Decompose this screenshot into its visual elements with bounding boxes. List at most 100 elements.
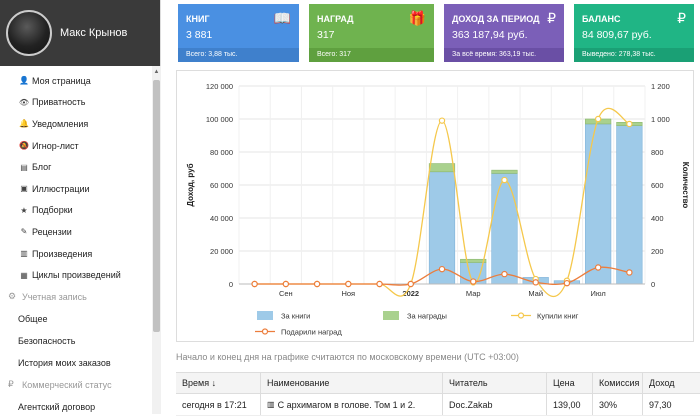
- series-point[interactable]: [251, 280, 258, 288]
- series-point[interactable]: [345, 280, 352, 288]
- sidebar-item-label: Игнор-лист: [32, 140, 79, 151]
- bar-books[interactable]: [585, 123, 612, 285]
- x-tick-label: Ноя: [341, 289, 355, 298]
- y2-tick-label: 200: [651, 247, 664, 256]
- table-cell[interactable]: Doc.Zakab: [442, 394, 546, 415]
- y2-tick-label: 1 000: [651, 115, 670, 124]
- y-tick-label: 120 000: [206, 82, 233, 91]
- y-tick-label: 20 000: [210, 247, 233, 256]
- sidebar-item-blog[interactable]: ▤ Блог: [0, 156, 152, 178]
- legend-label[interactable]: За книги: [281, 312, 310, 321]
- column-header[interactable]: Доход: [642, 373, 700, 393]
- column-header[interactable]: Наименование: [260, 373, 442, 393]
- series-point[interactable]: [563, 279, 571, 287]
- star-icon: ★: [20, 205, 28, 215]
- stat-card[interactable]: Доход за период 363 187,94 руб. ₽ За всё вр…: [444, 4, 564, 62]
- sidebar-subitem[interactable]: Безопасность: [18, 335, 76, 346]
- bar-books[interactable]: [616, 125, 643, 285]
- profile-name[interactable]: Макс Крынов: [60, 27, 128, 39]
- stat-card[interactable]: Наград 317 🎁 Всего: 317: [309, 4, 434, 62]
- scroll-up-arrow-icon[interactable]: ▲: [153, 69, 160, 75]
- cell-text: 30%: [599, 399, 618, 410]
- sidebar-subitem[interactable]: История моих заказов: [18, 357, 111, 368]
- card-value: 317: [317, 29, 335, 41]
- card-title: Баланс: [582, 14, 621, 24]
- sidebar-item-eye[interactable]: 👁 Приватность: [0, 92, 152, 114]
- column-header[interactable]: Комиссия: [592, 373, 642, 393]
- stat-card[interactable]: Баланс 84 809,67 руб. ₽ Выведено: 278,38 ты…: [574, 4, 694, 62]
- series-point[interactable]: [407, 280, 414, 288]
- y-tick-label: 60 000: [210, 181, 233, 190]
- series-point[interactable]: [376, 280, 383, 288]
- series-point[interactable]: [626, 269, 633, 276]
- series-point[interactable]: [438, 265, 446, 273]
- bar-awards[interactable]: [428, 163, 456, 173]
- sidebar-item-star[interactable]: ★ Подборки: [0, 200, 152, 222]
- avatar[interactable]: [6, 10, 52, 56]
- stat-cards: Книг 3 881 📖 Всего: 3,88 тыс. Наград 317 🎁 Всег…: [178, 4, 700, 62]
- cell-text: 139,00: [553, 399, 581, 410]
- sidebar-item-label: Уведомления: [32, 118, 89, 129]
- series-point[interactable]: [501, 176, 508, 184]
- image-icon: ▣: [20, 184, 28, 194]
- books-icon: ▦: [20, 270, 28, 280]
- legend-swatch: [257, 311, 273, 320]
- series-point[interactable]: [532, 279, 539, 286]
- series-point[interactable]: [594, 264, 602, 271]
- card-title: Книг: [186, 14, 210, 24]
- column-header[interactable]: Время ↓: [182, 378, 217, 388]
- y-tick-label: 0: [229, 280, 233, 289]
- legend-label[interactable]: Купили книг: [537, 312, 579, 321]
- legend-label[interactable]: Подарили наград: [281, 328, 342, 337]
- column-header[interactable]: Цена: [546, 373, 592, 393]
- series-point[interactable]: [282, 280, 290, 288]
- ruble-icon: ₽: [677, 10, 686, 26]
- bar-books[interactable]: [428, 171, 456, 285]
- y-tick-label: 100 000: [206, 115, 233, 124]
- sidebar-item-bell[interactable]: 🔔 Уведомления: [0, 113, 152, 135]
- column-header[interactable]: Читатель: [442, 373, 546, 393]
- book-icon: ▥: [20, 249, 28, 259]
- cell-text: 97,30: [649, 399, 672, 410]
- sidebar-item-ignore[interactable]: 🔕 Игнор-лист: [0, 135, 152, 157]
- stat-card[interactable]: Книг 3 881 📖 Всего: 3,88 тыс.: [178, 4, 299, 62]
- series-point[interactable]: [470, 278, 477, 285]
- book-icon: ▥: [267, 400, 275, 409]
- cell-text: сегодня в 17:21: [182, 399, 247, 410]
- legend-label[interactable]: За награды: [407, 312, 447, 321]
- user-icon: 👤: [19, 76, 29, 86]
- section-account[interactable]: ⚙ Учетная запись: [0, 286, 152, 308]
- sidebar-subitem[interactable]: Агентский договор: [18, 401, 96, 412]
- y-tick-label: 40 000: [210, 214, 233, 223]
- y2-axis-title: Количество: [681, 162, 690, 209]
- sidebar-item-image[interactable]: ▣ Иллюстрации: [0, 178, 152, 200]
- card-title: Наград: [317, 14, 354, 24]
- y-axis-title: Доход, руб: [186, 163, 195, 206]
- table-row[interactable]: сегодня в 17:21 ▥ С архимагом в голове. То…: [176, 394, 700, 416]
- card-footer: Всего: 317: [309, 48, 434, 62]
- series-point[interactable]: [501, 270, 508, 278]
- legend-swatch: [383, 311, 399, 320]
- bar-books[interactable]: [491, 173, 518, 285]
- sidebar-item-books[interactable]: ▦ Циклы произведений: [0, 264, 152, 286]
- sidebar-scrollbar-thumb[interactable]: [153, 80, 160, 332]
- table-cell[interactable]: ▥ С архимагом в голове. Том 1 и 2.: [260, 394, 442, 415]
- sidebar-item-label: Блог: [32, 162, 52, 173]
- card-title: Доход за период: [452, 14, 540, 24]
- series-point[interactable]: [594, 115, 602, 123]
- chart-svg: 0 20 000 40 000 60 000 80 000 100 000 120 000 0…: [186, 82, 690, 337]
- series-point[interactable]: [438, 117, 446, 124]
- bar-awards[interactable]: [491, 169, 518, 174]
- bar-awards[interactable]: [460, 258, 487, 263]
- series-point[interactable]: [313, 280, 321, 288]
- section-commerce[interactable]: ₽ Коммерческий статус: [0, 374, 152, 396]
- sidebar-item-book[interactable]: ▥ Произведения: [0, 243, 152, 265]
- sidebar-item-pen[interactable]: ✎ Рецензии: [0, 221, 152, 243]
- table-cell: 97,30: [642, 394, 700, 415]
- profile-header[interactable]: Макс Крынов: [0, 0, 160, 66]
- sidebar-item-user[interactable]: 👤 Моя страница: [0, 70, 152, 92]
- sidebar-item-label: Произведения: [32, 248, 93, 259]
- sidebar-subitem[interactable]: Общее: [18, 313, 48, 324]
- x-tick-label: Сен: [279, 289, 293, 298]
- series-point[interactable]: [626, 120, 633, 128]
